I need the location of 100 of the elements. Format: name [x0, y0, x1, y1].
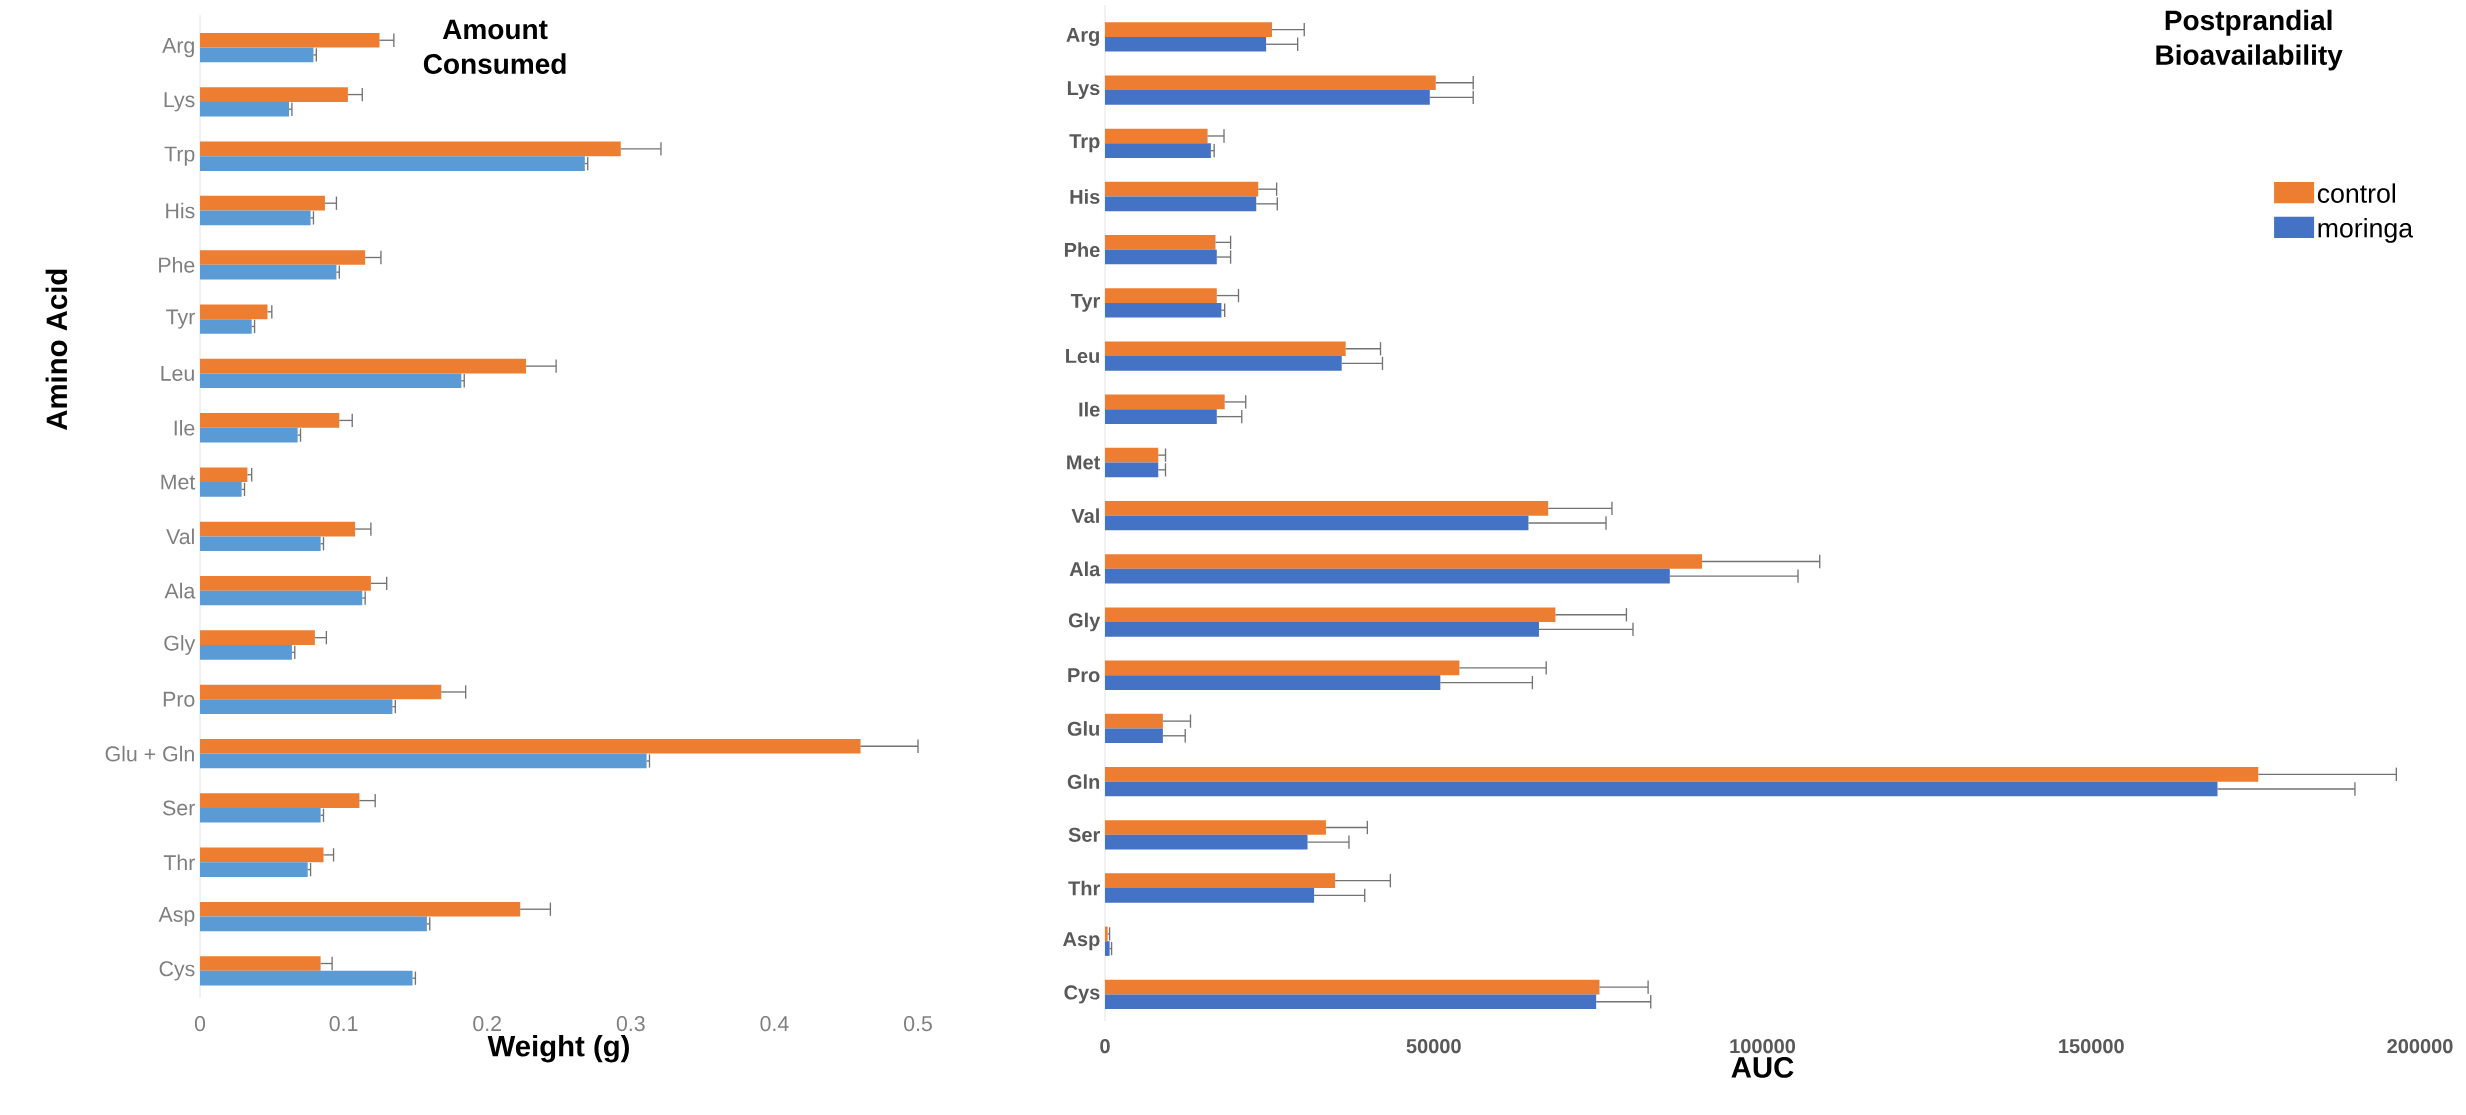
y-tick-label: Leu	[1066, 349, 1099, 364]
bar	[200, 250, 366, 265]
y-tick-label: Tyr	[1070, 293, 1101, 312]
y-tick-label: Pro	[1068, 668, 1100, 683]
bar	[1105, 128, 1208, 144]
bar	[1105, 888, 1315, 903]
bar	[200, 536, 321, 552]
x-tick-label: 0.4	[760, 1016, 789, 1032]
bar	[200, 630, 315, 645]
x-tick-label: 150000	[2059, 1039, 2124, 1054]
bar	[200, 970, 413, 986]
bar	[1105, 622, 1539, 637]
bar	[200, 862, 308, 877]
bar	[1105, 356, 1342, 371]
x-tick-label: 50000	[1406, 1039, 1461, 1054]
y-tick-label: Arg	[162, 38, 194, 58]
bar	[200, 141, 621, 157]
bar	[1105, 660, 1460, 676]
bar	[1105, 820, 1326, 835]
bar	[200, 521, 356, 537]
y-tick-label: Ala	[164, 582, 196, 599]
x-tick-label: 200000	[2387, 1039, 2453, 1054]
bar	[200, 413, 340, 428]
x-tick-label: 0.2	[473, 1016, 501, 1032]
legend-label: moringa	[2318, 217, 2414, 243]
y-tick-label: Ser	[1068, 827, 1100, 842]
y-tick-label: His	[166, 202, 195, 219]
bar	[200, 156, 585, 171]
bar	[1105, 766, 2259, 782]
bar	[1105, 554, 1703, 569]
bar	[1105, 22, 1273, 37]
x-tick-label: 0.5	[904, 1016, 932, 1032]
y-tick-label: Asp	[158, 906, 195, 927]
y-tick-label: Phe	[1064, 242, 1100, 258]
bar	[1105, 607, 1556, 623]
bar	[1105, 447, 1159, 463]
bar	[200, 304, 268, 320]
bar	[200, 684, 442, 700]
bar	[200, 793, 360, 808]
bar	[1105, 994, 1597, 1010]
bar	[1105, 501, 1549, 516]
bar	[1105, 143, 1211, 158]
bar	[200, 699, 393, 714]
bar	[1105, 196, 1257, 212]
bar	[200, 956, 321, 971]
y-tick-label: Gln	[1067, 774, 1100, 789]
y-tick-label: Lys	[164, 92, 195, 112]
legend-label: control	[2317, 183, 2395, 203]
y-tick-label: Trp	[1069, 134, 1100, 153]
x-tick-label: 0	[1100, 1039, 1110, 1054]
bar	[1105, 462, 1159, 478]
bar	[1105, 249, 1217, 265]
x-tick-label: 100000	[1730, 1039, 1796, 1054]
bar	[1105, 568, 1670, 584]
y-tick-label: Glu + Gln	[105, 745, 194, 762]
bar	[1105, 75, 1436, 91]
y-tick-label: Met	[161, 474, 196, 490]
bar	[1105, 288, 1217, 303]
bar	[200, 590, 363, 606]
bar	[1105, 181, 1259, 197]
bar	[1105, 979, 1600, 995]
bar	[1105, 90, 1430, 105]
y-tick-label: Cys	[1064, 985, 1100, 1004]
y-tick-label: Thr	[1068, 880, 1101, 896]
bar	[200, 482, 242, 497]
y-tick-label: Ala	[1069, 561, 1101, 577]
y-tick-label: Ser	[163, 800, 195, 816]
y-tick-label: Lys	[1067, 81, 1100, 100]
bar	[200, 32, 380, 48]
bar	[200, 358, 526, 374]
bar	[200, 807, 321, 823]
bar	[1105, 36, 1267, 52]
bar	[200, 916, 427, 932]
bar	[200, 738, 861, 754]
x-axis-title: Weight (g)	[487, 1034, 629, 1063]
y-tick-label: Val	[1071, 508, 1099, 524]
bar	[200, 319, 252, 334]
y-tick-label: Glu	[1067, 721, 1099, 736]
text: Amount Consumed	[423, 19, 566, 74]
y-axis-title: Amino Acid	[45, 269, 68, 430]
bar	[200, 645, 292, 660]
bar	[200, 210, 311, 226]
x-tick-label: 0.1	[329, 1016, 358, 1032]
y-tick-label: His	[1070, 189, 1100, 204]
y-tick-label: Ile	[174, 419, 195, 436]
bar	[200, 753, 647, 769]
bar	[200, 195, 325, 211]
y-tick-label: Gly	[1068, 612, 1101, 632]
bar	[1105, 728, 1163, 744]
bar	[1105, 675, 1441, 690]
bar	[200, 47, 314, 63]
y-tick-label: Arg	[1066, 27, 1099, 46]
bar	[1105, 873, 1336, 889]
y-tick-label: Met	[1067, 455, 1101, 470]
x-tick-label: 0.3	[616, 1016, 645, 1032]
bar	[200, 87, 348, 102]
bar	[1105, 713, 1163, 729]
x-axis-title: AUC	[1731, 1057, 1794, 1078]
y-tick-label: Gly	[164, 635, 196, 655]
bar	[1105, 394, 1225, 410]
